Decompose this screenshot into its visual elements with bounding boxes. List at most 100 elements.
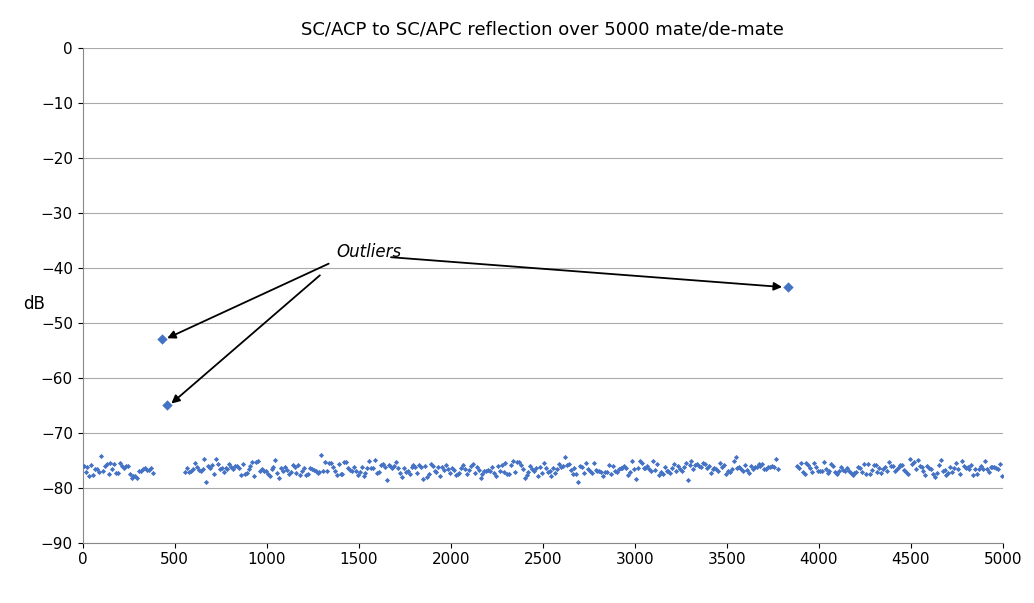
Point xyxy=(384,464,400,473)
Point xyxy=(610,464,627,474)
Point xyxy=(558,461,575,470)
Point xyxy=(829,469,846,478)
Point xyxy=(141,465,157,475)
Point xyxy=(112,458,128,468)
Point xyxy=(91,467,108,477)
Point xyxy=(410,460,427,470)
Point xyxy=(242,461,258,471)
Point xyxy=(848,467,864,476)
Point xyxy=(497,458,514,467)
Point xyxy=(199,478,215,487)
Point xyxy=(332,469,348,479)
Point xyxy=(553,463,570,472)
Point xyxy=(104,464,121,474)
Point xyxy=(605,461,621,470)
Point xyxy=(278,466,295,475)
Point xyxy=(260,470,276,479)
Point xyxy=(475,469,491,479)
Point xyxy=(816,458,832,467)
Point xyxy=(213,463,230,473)
Point xyxy=(720,466,736,476)
Point xyxy=(442,469,458,478)
Point xyxy=(491,467,508,476)
Point xyxy=(852,463,869,473)
Point xyxy=(361,456,377,466)
Point xyxy=(883,461,900,471)
Point xyxy=(965,470,981,479)
Point xyxy=(650,470,667,480)
Point xyxy=(940,468,956,478)
Point xyxy=(951,469,968,478)
Point xyxy=(953,456,970,466)
Point xyxy=(823,459,840,469)
Point xyxy=(116,463,132,473)
Point xyxy=(503,461,519,470)
Point xyxy=(702,468,719,478)
Point xyxy=(794,467,811,476)
Point xyxy=(536,458,552,468)
Point xyxy=(480,466,496,475)
Point xyxy=(562,465,579,475)
Point xyxy=(212,464,229,473)
Point xyxy=(451,468,467,478)
Point xyxy=(626,464,642,474)
Point xyxy=(879,466,895,476)
Point xyxy=(900,469,916,479)
Point xyxy=(349,470,366,480)
Point xyxy=(127,472,144,481)
Point xyxy=(570,477,586,487)
Point xyxy=(708,464,725,473)
Point xyxy=(896,466,913,475)
Point xyxy=(528,463,545,473)
Point xyxy=(857,469,874,479)
Point xyxy=(875,465,891,475)
Point xyxy=(342,465,359,475)
Point xyxy=(217,464,234,473)
Point xyxy=(439,464,456,474)
Point xyxy=(846,468,862,478)
Point xyxy=(884,461,901,470)
Point xyxy=(81,471,97,481)
Point xyxy=(591,466,608,475)
Point xyxy=(706,463,723,473)
Point xyxy=(181,467,197,476)
Point xyxy=(854,467,871,477)
Point xyxy=(177,467,193,476)
Point xyxy=(448,470,464,479)
Point xyxy=(75,462,92,472)
Point xyxy=(108,468,124,478)
Point xyxy=(898,467,914,477)
Point xyxy=(121,469,138,478)
Point xyxy=(83,461,99,470)
Point xyxy=(758,464,774,474)
Point xyxy=(628,474,644,484)
Point xyxy=(662,468,678,478)
Point xyxy=(186,458,203,467)
Point xyxy=(556,452,573,462)
Point xyxy=(399,466,416,476)
Point xyxy=(724,464,740,474)
Point xyxy=(861,469,878,479)
Point xyxy=(908,464,924,474)
Point xyxy=(691,461,707,471)
Point xyxy=(202,463,218,472)
Point xyxy=(607,466,624,476)
Point xyxy=(693,463,709,472)
Point xyxy=(80,463,96,472)
Point xyxy=(963,461,979,470)
Point xyxy=(948,458,965,468)
Point xyxy=(689,459,705,469)
Point xyxy=(255,466,272,476)
Point xyxy=(975,464,992,474)
Point xyxy=(264,464,280,474)
Point xyxy=(179,464,195,473)
Point xyxy=(515,465,531,475)
Point xyxy=(273,463,290,473)
Point xyxy=(449,469,465,478)
Point xyxy=(580,464,597,474)
Point xyxy=(93,451,110,461)
Point xyxy=(798,458,815,468)
Point xyxy=(401,469,418,478)
Point xyxy=(673,467,690,476)
Point xyxy=(841,466,857,476)
